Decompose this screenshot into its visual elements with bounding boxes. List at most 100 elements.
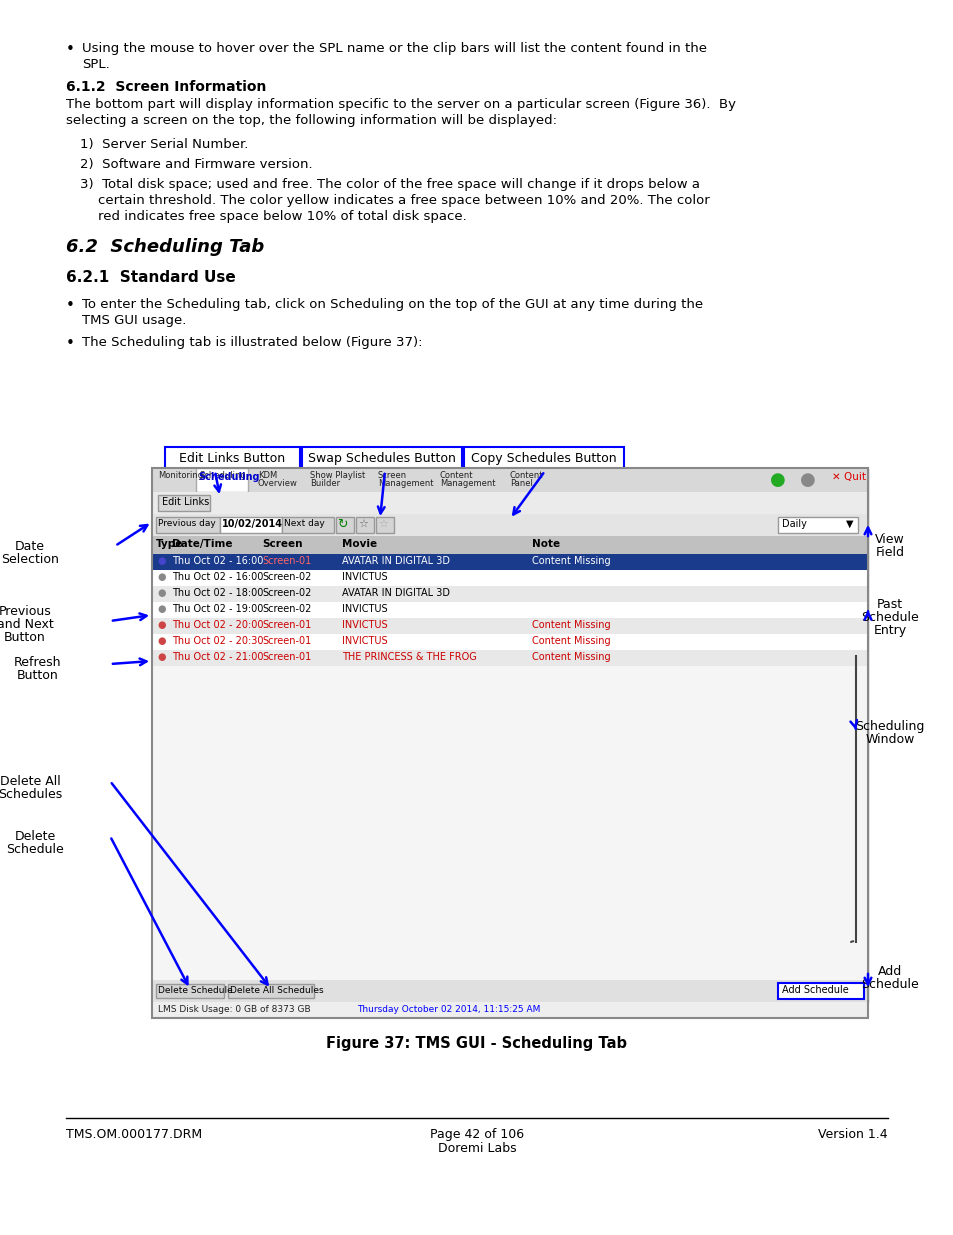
Bar — [152, 618, 867, 634]
Text: Delete All: Delete All — [0, 776, 60, 788]
Bar — [335, 517, 354, 534]
Text: Thursday October 02 2014, 11:15:25 AM: Thursday October 02 2014, 11:15:25 AM — [356, 1005, 539, 1014]
Bar — [152, 468, 867, 492]
Text: Figure 37: TMS GUI - Scheduling Tab: Figure 37: TMS GUI - Scheduling Tab — [326, 1036, 627, 1051]
Bar — [152, 634, 867, 650]
Text: Screen-01: Screen-01 — [262, 620, 311, 630]
Text: Schedule: Schedule — [6, 844, 64, 856]
Text: Builder: Builder — [310, 479, 340, 488]
Bar — [156, 517, 220, 534]
Text: Thu Oct 02 - 19:00: Thu Oct 02 - 19:00 — [172, 604, 263, 614]
Text: Edit Links Button: Edit Links Button — [179, 452, 285, 466]
Text: Button: Button — [17, 669, 59, 682]
Text: ●: ● — [157, 636, 165, 646]
Text: ●: ● — [800, 471, 815, 489]
Text: selecting a screen on the top, the following information will be displayed:: selecting a screen on the top, the follo… — [66, 114, 557, 127]
Text: ●: ● — [157, 556, 165, 566]
Bar — [778, 983, 863, 999]
Text: 1)  Server Serial Number.: 1) Server Serial Number. — [80, 138, 248, 151]
Text: Date: Date — [15, 540, 45, 553]
Text: 6.2.1  Standard Use: 6.2.1 Standard Use — [66, 270, 235, 285]
Text: Screen: Screen — [262, 538, 302, 550]
Text: 10/02/2014: 10/02/2014 — [222, 519, 283, 529]
Text: INVICTUS: INVICTUS — [341, 572, 387, 582]
Text: SPL.: SPL. — [82, 58, 110, 70]
Text: Add Schedule: Add Schedule — [781, 986, 848, 995]
Text: Schedules: Schedules — [0, 788, 62, 802]
Bar — [195, 468, 248, 492]
Bar — [152, 555, 867, 571]
Text: Note: Note — [532, 538, 559, 550]
Text: •: • — [66, 336, 74, 351]
Text: Schedule: Schedule — [861, 611, 918, 624]
Text: Movie: Movie — [341, 538, 376, 550]
Bar — [152, 981, 867, 1002]
Text: Thu Oct 02 - 16:00: Thu Oct 02 - 16:00 — [172, 572, 263, 582]
Text: Screen: Screen — [377, 471, 407, 480]
Text: AVATAR IN DIGITAL 3D: AVATAR IN DIGITAL 3D — [341, 556, 450, 566]
Text: Edit Links: Edit Links — [162, 496, 209, 508]
Text: Content Missing: Content Missing — [532, 556, 610, 566]
Text: ▼: ▼ — [845, 519, 853, 529]
Text: red indicates free space below 10% of total disk space.: red indicates free space below 10% of to… — [98, 210, 466, 224]
Text: •: • — [66, 42, 74, 57]
Bar — [152, 571, 867, 585]
Text: Previous day: Previous day — [158, 519, 215, 529]
Text: TMS GUI usage.: TMS GUI usage. — [82, 314, 186, 327]
Text: Content Missing: Content Missing — [532, 620, 610, 630]
Bar — [152, 514, 867, 536]
Bar — [228, 984, 314, 998]
Text: 6.2  Scheduling Tab: 6.2 Scheduling Tab — [66, 238, 264, 256]
Text: Selection: Selection — [1, 553, 59, 566]
Bar — [152, 468, 867, 1002]
Bar — [156, 984, 224, 998]
Text: Copy Schedules Button: Copy Schedules Button — [471, 452, 617, 466]
Text: Date/Time: Date/Time — [172, 538, 233, 550]
Text: Screen-02: Screen-02 — [262, 572, 311, 582]
Bar — [152, 601, 867, 618]
Text: Scheduling: Scheduling — [200, 471, 247, 480]
Text: ●: ● — [157, 572, 165, 582]
Bar — [778, 517, 857, 534]
Text: Thu Oct 02 - 21:00: Thu Oct 02 - 21:00 — [172, 652, 263, 662]
Text: ✕ Quit: ✕ Quit — [831, 472, 865, 482]
Text: KDM: KDM — [257, 471, 277, 480]
Bar — [220, 517, 282, 534]
Bar — [375, 517, 394, 534]
Bar — [463, 447, 623, 471]
Text: The bottom part will display information specific to the server on a particular : The bottom part will display information… — [66, 98, 735, 111]
Bar — [152, 666, 867, 981]
Bar — [158, 495, 210, 511]
Text: 2)  Software and Firmware version.: 2) Software and Firmware version. — [80, 158, 313, 170]
Bar — [152, 536, 867, 555]
Bar — [152, 585, 867, 601]
Text: ☆: ☆ — [377, 519, 388, 529]
Text: Next day: Next day — [284, 519, 324, 529]
Text: THE PRINCESS & THE FROG: THE PRINCESS & THE FROG — [341, 652, 476, 662]
Text: Overview: Overview — [257, 479, 297, 488]
Text: Delete All Schedules: Delete All Schedules — [230, 986, 323, 995]
Text: INVICTUS: INVICTUS — [341, 636, 387, 646]
Bar — [152, 650, 867, 666]
Bar — [165, 447, 299, 471]
Bar — [282, 517, 334, 534]
Bar — [152, 492, 867, 514]
Bar — [152, 1002, 867, 1018]
Text: To enter the Scheduling tab, click on Scheduling on the top of the GUI at any ti: To enter the Scheduling tab, click on Sc… — [82, 298, 702, 311]
Text: ●: ● — [157, 620, 165, 630]
Text: Content: Content — [510, 471, 543, 480]
Text: Version 1.4: Version 1.4 — [818, 1128, 887, 1141]
Text: Thu Oct 02 - 18:00: Thu Oct 02 - 18:00 — [172, 588, 263, 598]
Text: ●: ● — [157, 588, 165, 598]
Text: Content Missing: Content Missing — [532, 652, 610, 662]
Text: Type: Type — [156, 538, 183, 550]
Text: Management: Management — [377, 479, 433, 488]
Text: ↻: ↻ — [336, 517, 347, 531]
Text: Screen-01: Screen-01 — [262, 652, 311, 662]
Text: Thu Oct 02 - 20:00: Thu Oct 02 - 20:00 — [172, 620, 263, 630]
Text: certain threshold. The color yellow indicates a free space between 10% and 20%. : certain threshold. The color yellow indi… — [98, 194, 709, 207]
Text: Previous: Previous — [0, 605, 51, 618]
Text: Delete: Delete — [14, 830, 55, 844]
Bar — [152, 468, 867, 1018]
Text: Content: Content — [439, 471, 473, 480]
